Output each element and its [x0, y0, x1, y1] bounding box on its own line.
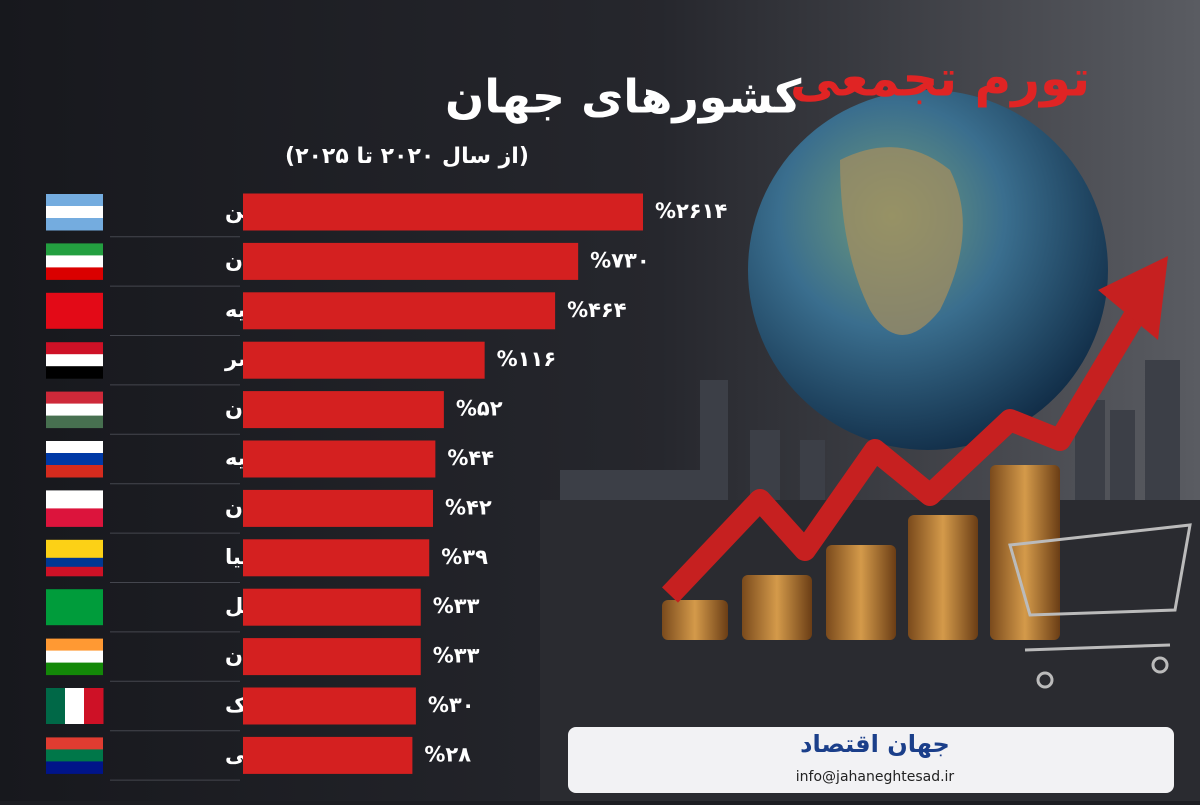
arrow-head [1098, 256, 1168, 340]
flag-stripe [46, 548, 103, 559]
cart [1008, 523, 1192, 689]
footer-logo: جهان اقتصاد [800, 730, 950, 758]
flag-stripe [46, 194, 103, 207]
bar [243, 242, 579, 280]
bar [243, 736, 413, 774]
value-label: %۷۳۰ [590, 248, 650, 272]
title: کشورهای جهان [445, 70, 802, 124]
flag-stripe [46, 490, 103, 509]
bar [243, 638, 421, 676]
flag [46, 391, 103, 429]
flag-stripe [46, 218, 103, 231]
value-label: %۴۶۴ [567, 298, 627, 322]
footer-box [568, 727, 1174, 793]
bar [243, 341, 485, 379]
flag-stripe [46, 662, 103, 676]
flag-stripe [46, 589, 103, 626]
flag [46, 292, 103, 329]
flag-stripe [46, 292, 103, 329]
flag-stripe [46, 638, 103, 652]
flag-stripe [46, 243, 103, 256]
flag [46, 243, 103, 280]
flag-stripe [65, 688, 85, 724]
flag-stripe [46, 206, 103, 219]
flag [46, 342, 103, 379]
bar [243, 539, 430, 577]
bar [243, 687, 416, 725]
flag [46, 194, 103, 231]
globe-land [840, 147, 963, 335]
bar [243, 440, 436, 478]
value-label: %۳۹ [441, 545, 488, 569]
subtitle: (از سال ۲۰۲۰ تا ۲۰۲۵) [285, 144, 529, 169]
flag-stripe [46, 267, 103, 280]
flag-stripe [46, 465, 103, 478]
flag [46, 638, 103, 676]
flag [46, 441, 103, 478]
value-label: %۱۱۶ [497, 347, 557, 371]
flag-stripe [46, 749, 103, 762]
value-label: %۳۳ [433, 644, 480, 668]
flag-stripe [46, 566, 103, 577]
flag-stripe [46, 737, 103, 750]
bar [243, 193, 643, 231]
flag [46, 490, 103, 527]
flag-stripe [46, 539, 103, 550]
bar [243, 588, 421, 626]
bar [243, 489, 434, 527]
value-label: %۲۸ [424, 742, 471, 766]
value-label: %۴۴ [447, 446, 494, 470]
flag [46, 589, 103, 626]
flag-stripe [46, 557, 103, 568]
flag-stripe [46, 761, 103, 774]
value-label: %۴۲ [445, 495, 492, 519]
flag [46, 737, 103, 774]
footer-email: info@jahaneghtesad.ir [796, 769, 955, 785]
flag-stripe [46, 354, 103, 367]
value-label: %۲۶۱۴ [655, 199, 727, 223]
bar [243, 391, 444, 429]
flag-stripe [84, 688, 104, 724]
trend-arrow [662, 284, 1160, 603]
flag-stripe [46, 415, 103, 429]
bar [243, 292, 556, 330]
flag-stripe [46, 342, 103, 355]
flag-stripe [46, 508, 103, 527]
flag [46, 688, 104, 724]
coin-stacks [662, 465, 1060, 640]
value-label: %۳۳ [433, 594, 480, 618]
flag-stripe [46, 688, 66, 724]
flag [46, 539, 103, 577]
flag-stripe [46, 441, 103, 454]
flag-stripe [46, 391, 103, 405]
flag-stripe [46, 366, 103, 379]
flag-stripe [46, 650, 103, 664]
flag-stripe [46, 255, 103, 268]
value-label: %۳۰ [428, 693, 475, 717]
title-highlight: تورم تجمعی [790, 50, 1090, 109]
flag-stripe [46, 403, 103, 417]
flag-stripe [46, 453, 103, 466]
value-label: %۵۲ [456, 397, 503, 421]
